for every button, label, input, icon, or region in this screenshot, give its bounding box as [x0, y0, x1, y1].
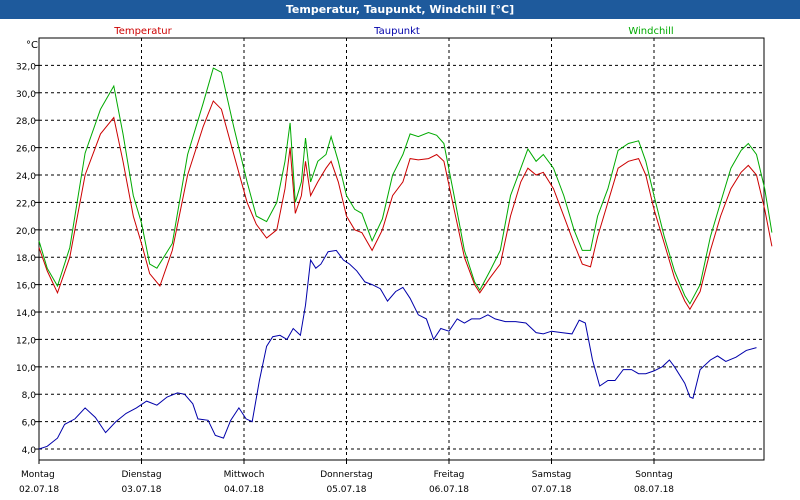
x-tick-day: Freitag: [434, 470, 465, 480]
y-tick-label: 26,0: [16, 145, 36, 155]
series-line-taupunkt: [38, 249, 757, 450]
legend-taupunkt: Taupunkt: [373, 26, 420, 37]
x-tick-day: Mittwoch: [224, 470, 265, 480]
x-axis-ticks: Montag 02.07.18 Dienstag 03.07.18 Mittwoch 04…: [19, 460, 674, 495]
legend: Temperatur Taupunkt Windchill: [113, 26, 673, 37]
series-line-windchill: [38, 67, 773, 305]
y-tick-label: 6,0: [22, 419, 37, 429]
x-tick-day: Montag: [21, 470, 55, 480]
y-tick-label: 10,0: [16, 364, 36, 374]
y-axis-ticks: 4,0 6,0 8,0 10,0 12,0 14,0 16,0 18,0 20,0 22,0 24,…: [16, 62, 39, 456]
x-tick-date: 02.07.18: [19, 485, 59, 495]
y-tick-label: 12,0: [16, 336, 36, 346]
y-tick-label: 28,0: [16, 117, 36, 127]
x-tick-date: 03.07.18: [121, 485, 161, 495]
y-tick-label: 20,0: [16, 227, 36, 237]
x-tick-date: 07.07.18: [531, 485, 571, 495]
legend-windchill: Windchill: [628, 26, 673, 37]
y-tick-label: 22,0: [16, 199, 36, 209]
window-title: Temperatur, Taupunkt, Windchill [°C]: [0, 0, 800, 19]
x-tick-date: 08.07.18: [634, 485, 674, 495]
x-tick-day: Dienstag: [121, 470, 161, 480]
y-tick-label: 32,0: [16, 62, 36, 72]
y-tick-label: 8,0: [22, 391, 37, 401]
x-tick-day: Sonntag: [635, 470, 672, 480]
series-line-temperatur: [38, 100, 773, 311]
y-tick-label: 14,0: [16, 309, 36, 319]
legend-temperatur: Temperatur: [113, 26, 172, 37]
y-tick-label: 30,0: [16, 90, 36, 100]
series-lines: [38, 67, 773, 450]
x-tick-date: 05.07.18: [326, 485, 366, 495]
gridlines: [39, 38, 764, 460]
y-tick-label: 16,0: [16, 282, 36, 292]
y-tick-label: 18,0: [16, 254, 36, 264]
x-tick-date: 04.07.18: [224, 485, 264, 495]
y-tick-label: 4,0: [22, 446, 37, 456]
x-tick-date: 06.07.18: [429, 485, 469, 495]
x-tick-day: Donnerstag: [320, 470, 373, 480]
y-tick-label: 24,0: [16, 172, 36, 182]
y-axis-unit-label: °C: [26, 40, 38, 51]
x-tick-day: Samstag: [532, 470, 571, 480]
plot-frame: [38, 37, 765, 461]
